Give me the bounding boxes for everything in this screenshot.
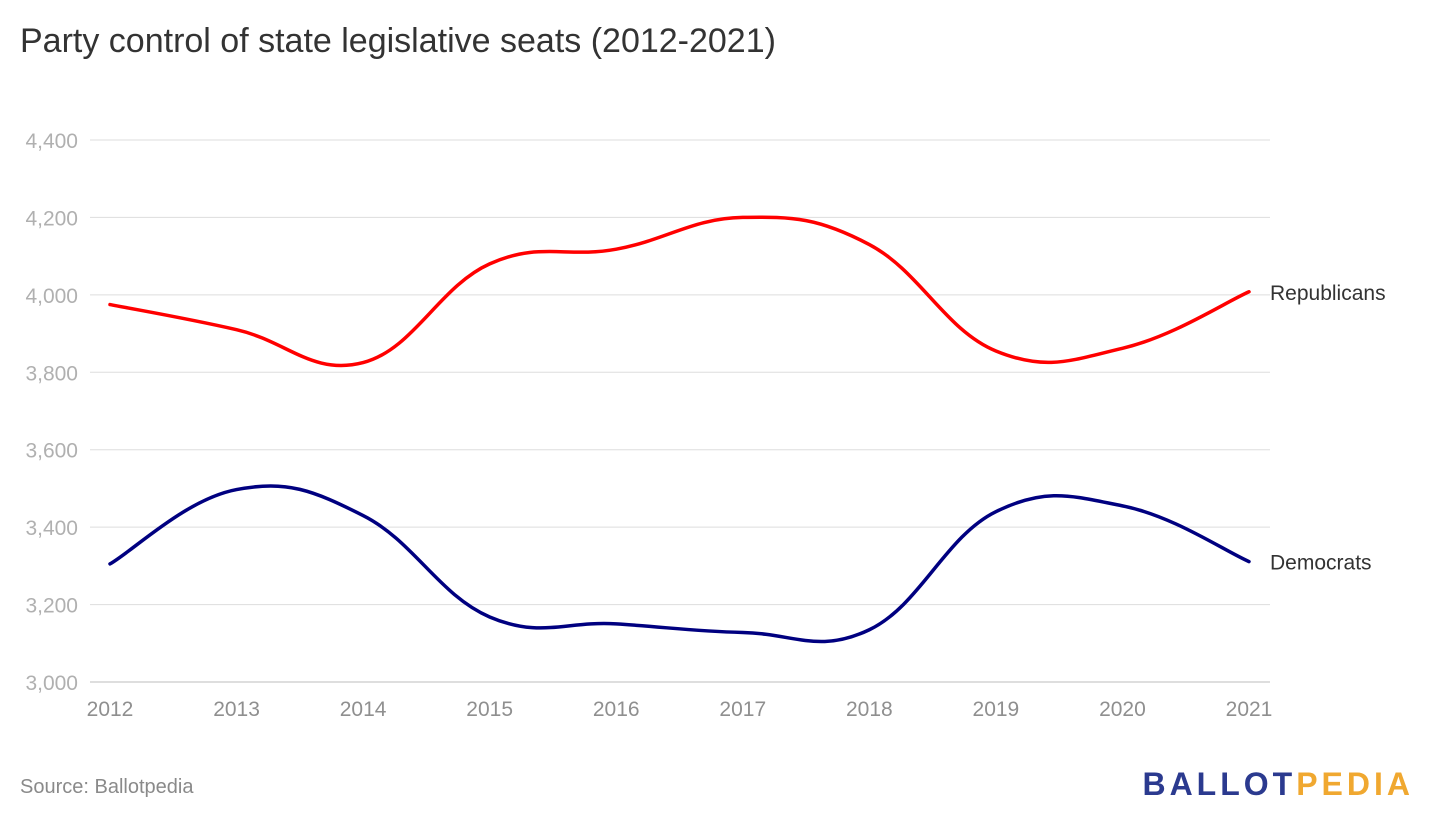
chart-title: Party control of state legislative seats… — [20, 22, 776, 60]
y-tick-label: 3,400 — [25, 517, 78, 540]
x-tick-label: 2016 — [593, 698, 640, 721]
series-line-republicans — [108, 215, 1251, 368]
y-tick-label: 3,000 — [25, 672, 78, 695]
y-tick-label: 3,600 — [25, 440, 78, 463]
y-tick-label: 4,000 — [25, 285, 78, 308]
x-tick-label: 2021 — [1226, 698, 1273, 721]
x-tick-label: 2019 — [973, 698, 1020, 721]
x-tick-label: 2017 — [719, 698, 766, 721]
source-note: Source: Ballotpedia — [20, 776, 194, 798]
series-line-democrats — [108, 484, 1251, 644]
x-tick-label: 2015 — [466, 698, 513, 721]
logo-part-ballot: BALLOT — [1142, 766, 1297, 802]
x-tick-label: 2018 — [846, 698, 893, 721]
series-label-republicans: Republicans — [1270, 282, 1386, 305]
x-tick-label: 2013 — [213, 698, 260, 721]
y-tick-label: 4,200 — [25, 207, 78, 230]
x-tick-label: 2014 — [340, 698, 387, 721]
y-tick-label: 3,800 — [25, 362, 78, 385]
logo-part-pedia: PEDIA — [1296, 766, 1414, 802]
y-tick-label: 4,400 — [25, 130, 78, 153]
x-tick-label: 2012 — [87, 698, 134, 721]
y-tick-label: 3,200 — [25, 595, 78, 618]
x-tick-label: 2020 — [1099, 698, 1146, 721]
series-label-democrats: Democrats — [1270, 552, 1372, 575]
ballotpedia-logo: BALLOTPEDIA — [1142, 766, 1414, 803]
